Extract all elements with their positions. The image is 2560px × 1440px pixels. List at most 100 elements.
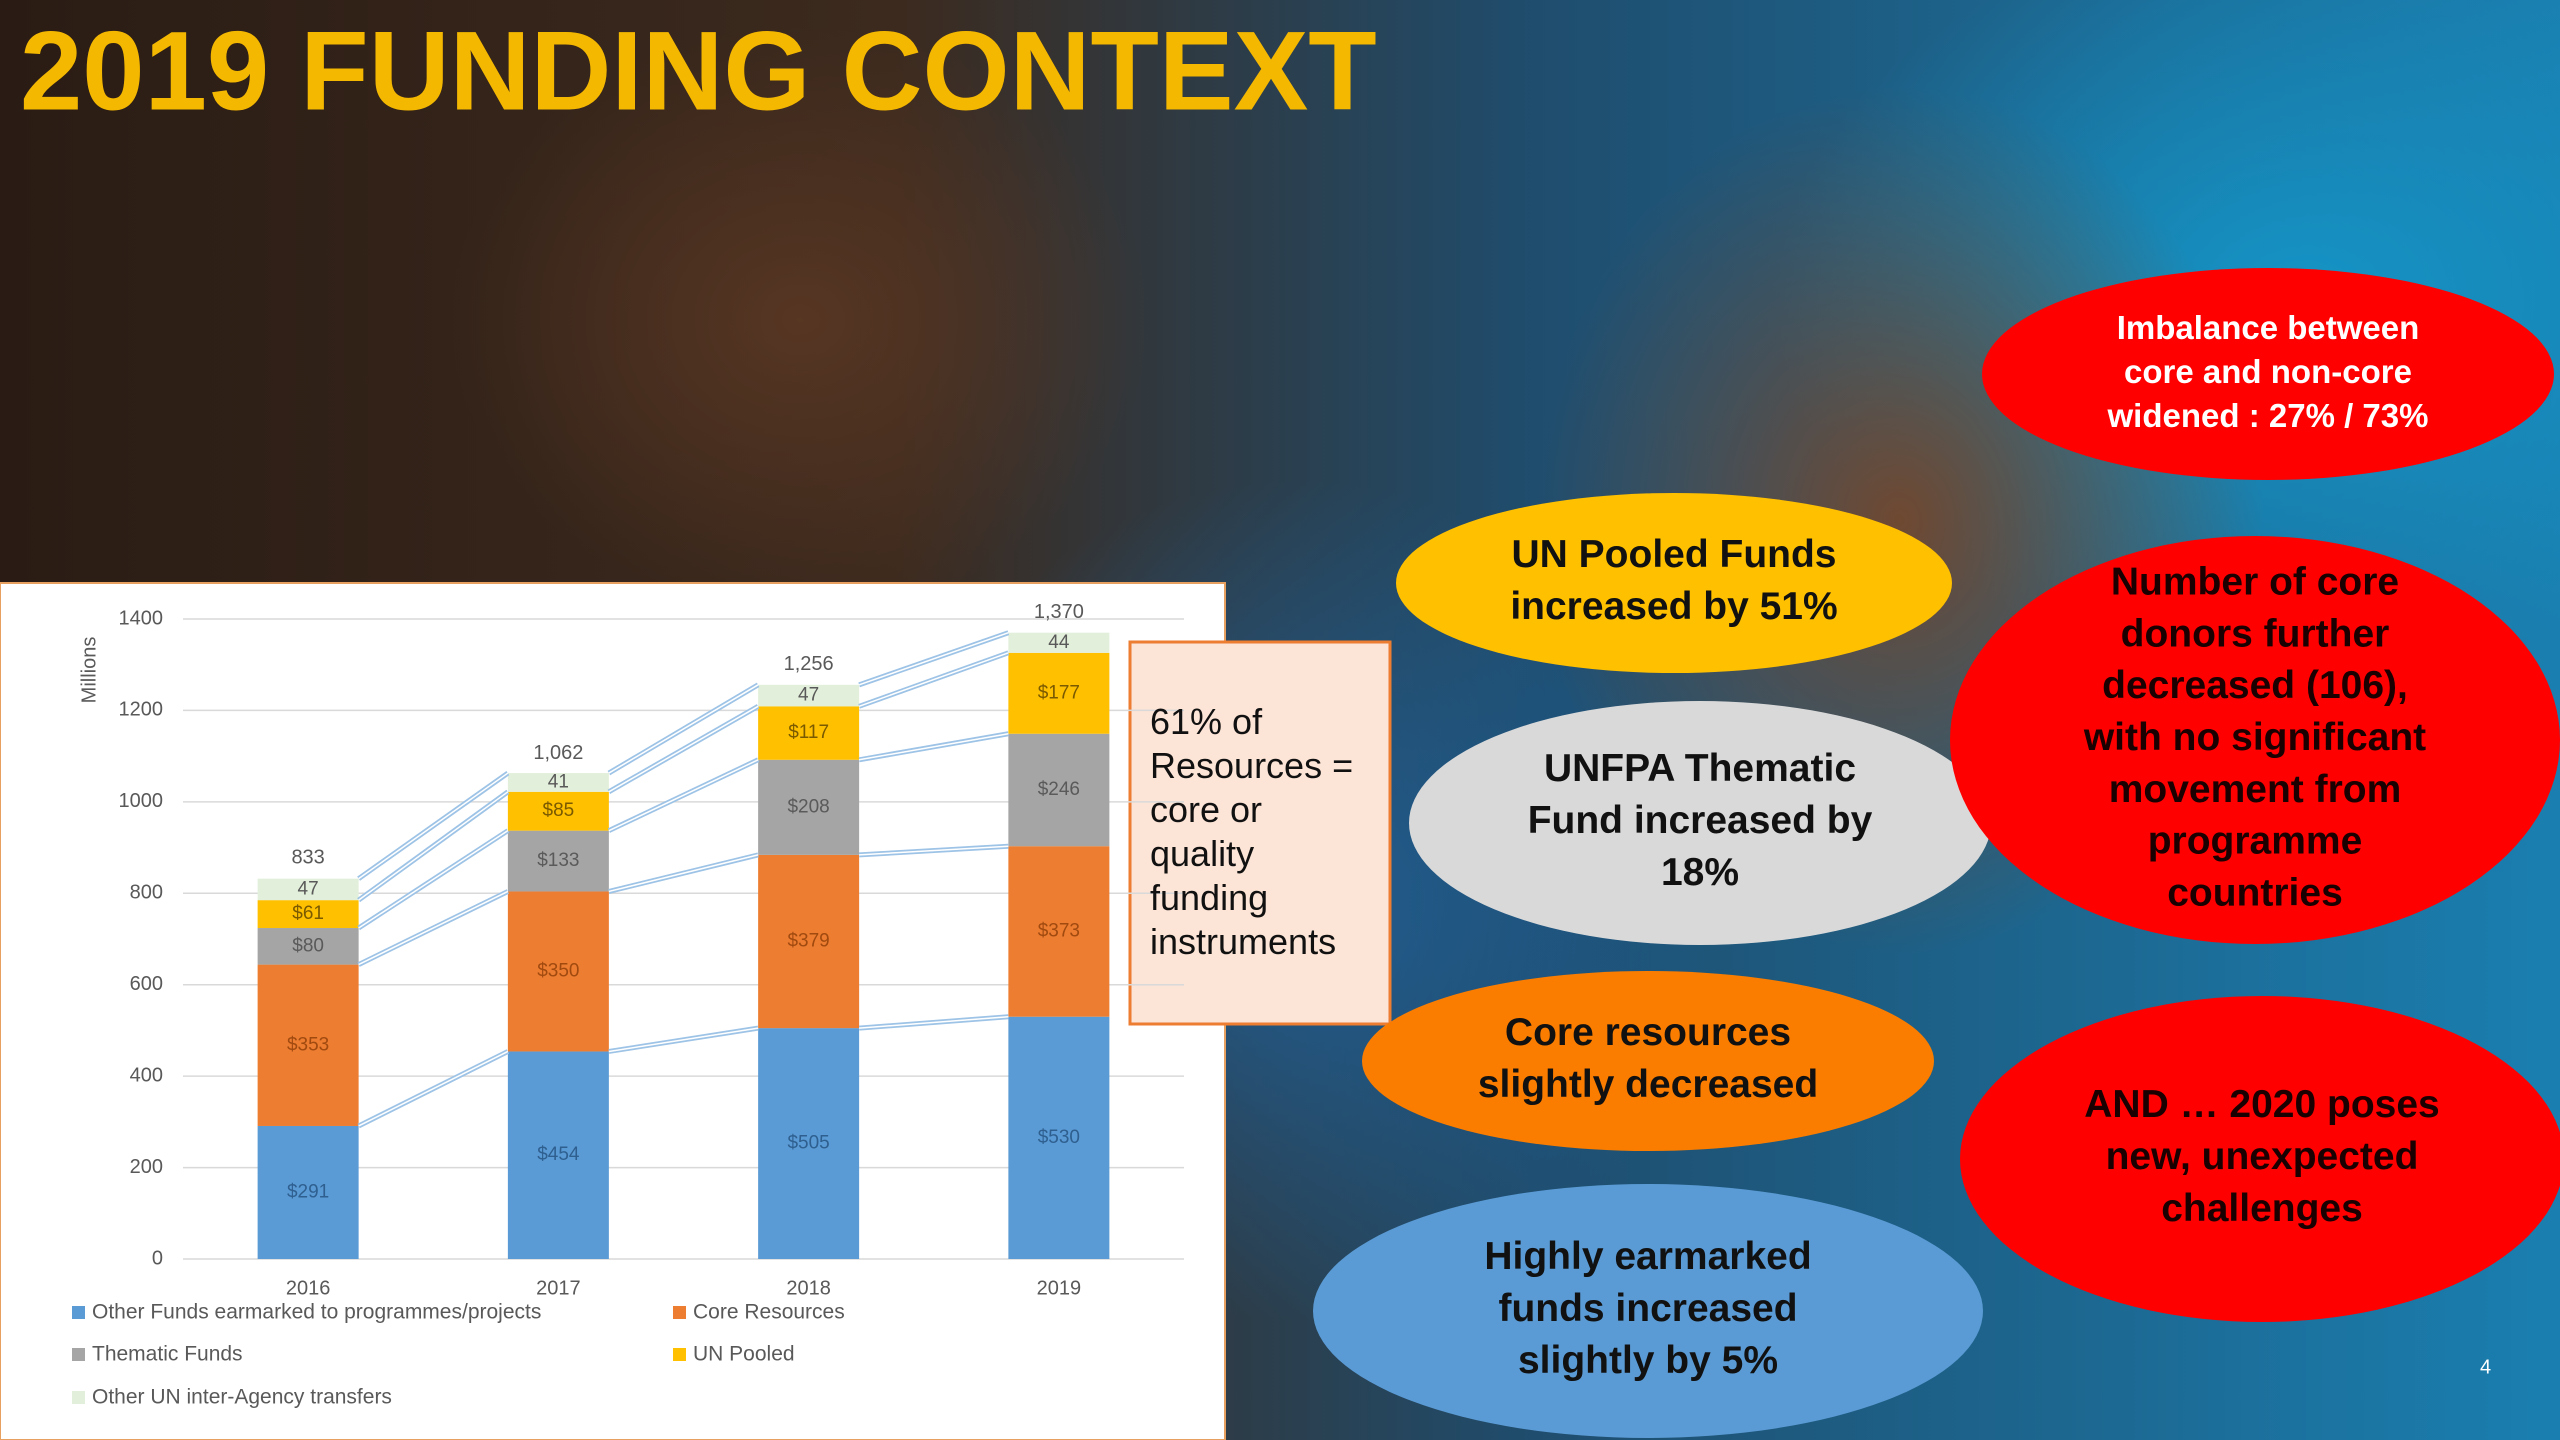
y-tick-label: 800 (130, 882, 163, 904)
legend-label: Thematic Funds (92, 1343, 243, 1366)
legend-swatch (673, 1348, 686, 1361)
legend-label: Core Resources (693, 1301, 845, 1324)
x-tick-label: 2018 (786, 1277, 831, 1299)
bar-segment (1008, 632, 1110, 653)
y-tick-label: 0 (152, 1247, 163, 1269)
bar-value-label: $246 (1038, 779, 1080, 800)
connector-line-core (358, 772, 509, 880)
legend-label: Other Funds earmarked to programmes/proj… (92, 1301, 541, 1324)
bar-value-label: $208 (787, 796, 829, 817)
bar-segment (257, 928, 359, 965)
x-tick-label: 2016 (286, 1277, 331, 1299)
bar-value-label: 47 (798, 685, 819, 706)
connector-line-core (608, 705, 759, 793)
bar-value-label: $373 (1038, 920, 1080, 941)
bar-value-label: $530 (1038, 1127, 1080, 1148)
y-tick-label: 600 (130, 973, 163, 995)
x-tick-label: 2017 (536, 1277, 581, 1299)
total-label: 1,370 (1034, 601, 1084, 623)
bar-value-label: 41 (548, 771, 569, 792)
callout-line: countries (2167, 872, 2343, 915)
bar-value-label: 47 (298, 878, 319, 899)
callout-line: new, unexpected (2106, 1135, 2419, 1178)
connector-line-core (358, 791, 509, 901)
total-label: 1,062 (533, 742, 583, 764)
callout-ellipse (1950, 536, 2560, 944)
bar-value-label: $454 (537, 1144, 580, 1165)
bar-segment (758, 706, 860, 760)
connector-line-core (608, 854, 759, 893)
y-tick-label: 400 (130, 1064, 163, 1086)
callout-line: slightly decreased (1478, 1063, 1818, 1106)
connector-line-core (858, 652, 1009, 708)
note-line: quality (1150, 833, 1254, 874)
callout-line: UNFPA Thematic (1544, 747, 1856, 790)
bar-value-label: $350 (537, 960, 579, 981)
callout-line: Fund increased by (1528, 799, 1873, 842)
callout-line: Core resources (1505, 1011, 1791, 1054)
y-tick-label: 200 (130, 1156, 163, 1178)
callout-text: UNFPA Thematic Fund increased by 18% (1528, 747, 1873, 894)
bar-segment (507, 830, 609, 892)
callout-line: Imbalance between (2117, 309, 2420, 346)
note-line: instruments (1150, 921, 1336, 962)
x-tick-label: 2019 (1037, 1277, 1082, 1299)
legend-swatch (72, 1348, 85, 1361)
bar-segment (758, 1028, 860, 1259)
callout-text: AND … 2020 poses new, unexpected challenge… (2084, 1083, 2439, 1230)
callout-ellipse (1409, 701, 1991, 945)
bar-segment (758, 684, 860, 707)
callout-line: decreased (106), (2102, 664, 2408, 707)
callout-text: Number of core donors further decreased (1… (2083, 561, 2426, 915)
callout-line: Highly earmarked (1484, 1235, 1811, 1278)
bar-segment (257, 964, 359, 1126)
callout-ellipse (1396, 493, 1952, 673)
callout-line: AND … 2020 poses (2084, 1083, 2439, 1126)
connector-line-core (859, 1015, 1009, 1029)
bar-segment (257, 878, 359, 901)
y-tick-label: 1200 (119, 699, 164, 721)
bar-value-label: $133 (537, 850, 579, 871)
connector-line-core (358, 1050, 509, 1127)
callout-line: movement from (2109, 768, 2402, 811)
bar-segment (1008, 1016, 1110, 1259)
note-line: funding (1150, 877, 1268, 918)
bar-segment (1008, 846, 1110, 1017)
bar-segment (257, 900, 359, 929)
bar-value-label: 44 (1048, 632, 1070, 653)
callout-ellipse (1313, 1184, 1983, 1438)
slide-title: 2019 FUNDING CONTEXT (20, 9, 1377, 134)
callout-line: increased by 51% (1510, 585, 1837, 628)
y-axis-label: Millions (78, 637, 100, 704)
callout-text: UN Pooled Funds increased by 51% (1510, 533, 1837, 628)
callout-line: widened : 27% / 73% (2107, 397, 2429, 434)
callout-line: with no significant (2083, 716, 2426, 759)
bar-segment (257, 1125, 359, 1259)
bar-segment (507, 791, 609, 831)
connector-line-core (858, 632, 1009, 686)
callout-line: Number of core (2111, 561, 2399, 604)
callout-line: programme (2148, 820, 2363, 863)
bar-value-label: $117 (788, 722, 829, 743)
bar-segment (507, 1051, 609, 1259)
callout-line: core and non-core (2124, 353, 2412, 390)
note-line: core or (1150, 789, 1262, 830)
note-text: 61% of Resources = core or quality funding in… (1150, 701, 1353, 962)
legend-swatch (673, 1306, 686, 1319)
bar-segment (758, 759, 860, 855)
connector-line-core (608, 1027, 759, 1053)
callout-line: funds increased (1498, 1287, 1797, 1330)
bar-value-label: $353 (287, 1034, 329, 1055)
callout-ellipse (1982, 268, 2554, 480)
total-label: 833 (291, 846, 324, 868)
bar-segment (758, 854, 860, 1029)
note-line: 61% of (1150, 701, 1263, 742)
connector-line-core (859, 845, 1009, 856)
bar-segment (1008, 733, 1110, 847)
legend-label: Other UN inter-Agency transfers (92, 1386, 392, 1409)
bar-value-label: $505 (787, 1133, 829, 1154)
bar-value-label: $177 (1038, 682, 1080, 703)
legend-swatch (72, 1306, 85, 1319)
